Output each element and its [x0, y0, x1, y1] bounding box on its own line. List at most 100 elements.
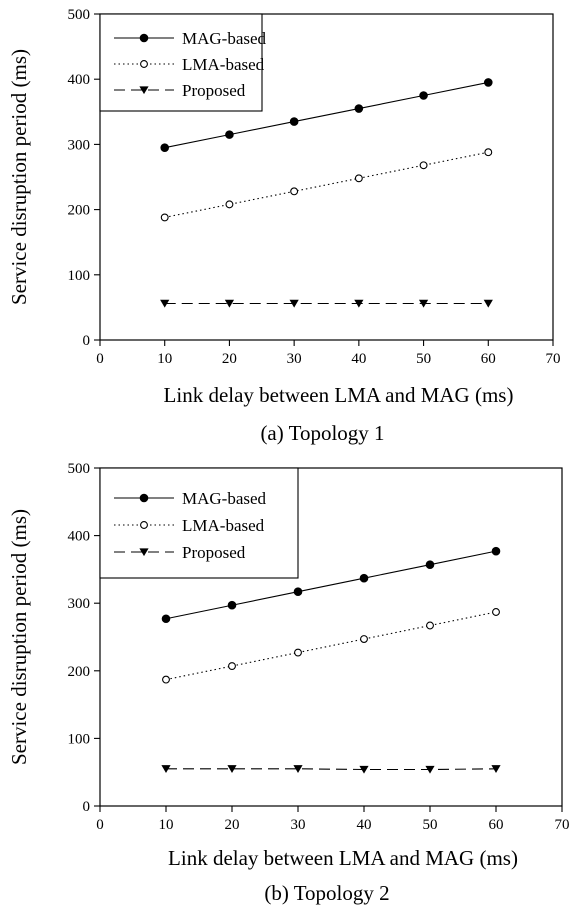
- x-tick-label: 20: [222, 351, 237, 367]
- series-lma-based: [162, 608, 500, 684]
- x-tick-label: 30: [287, 351, 302, 367]
- chart-panel-topology-2: 0 100 200 300 400 500 0 10 20 30 40 50 60 70 Link dela…: [0, 454, 571, 908]
- x-tick-label: 70: [546, 351, 561, 367]
- data-point: [160, 299, 170, 308]
- data-point: [426, 621, 434, 630]
- legend-swatch-marker: [139, 86, 149, 95]
- x-axis-title: Link delay between LMA and MAG (ms): [168, 846, 518, 870]
- data-point: [354, 174, 363, 183]
- data-point: [491, 765, 501, 773]
- x-tick-label: 60: [481, 351, 496, 367]
- series-line: [166, 768, 497, 771]
- y-tick-label: 200: [68, 203, 91, 219]
- data-point: [289, 117, 299, 126]
- figure-caption: (a) Topology 1: [260, 421, 384, 445]
- legend-label: Proposed: [182, 81, 246, 100]
- series-proposed: [161, 765, 501, 774]
- x-tick-label: 10: [157, 351, 172, 367]
- series-mag-based: [160, 78, 493, 152]
- series-proposed: [160, 299, 493, 308]
- legend-swatch-marker: [139, 493, 149, 503]
- data-point: [484, 148, 493, 157]
- data-point: [161, 765, 171, 773]
- data-point: [225, 200, 234, 209]
- data-point: [294, 648, 302, 657]
- legend-label: MAG-based: [182, 29, 267, 48]
- legend-label: MAG-based: [182, 489, 267, 508]
- series-mag-based: [161, 546, 501, 624]
- plot-area-frame: [99, 467, 563, 807]
- data-point: [224, 299, 235, 308]
- figure-caption: (b) Topology 2: [264, 881, 389, 905]
- data-point: [354, 104, 364, 113]
- data-point: [162, 675, 170, 684]
- data-point: [492, 608, 500, 616]
- data-point: [227, 600, 237, 610]
- x-tick-label: 0: [96, 351, 104, 367]
- y-tick-label: 500: [68, 7, 91, 23]
- data-point: [483, 78, 493, 87]
- legend-swatch-marker: [139, 33, 149, 43]
- line-chart-topology-2: 0 100 200 300 400 500 0 10 20 30 40 50 60 70 Link dela…: [7, 461, 570, 905]
- y-tick-label: 300: [68, 137, 91, 153]
- series-line: [165, 611, 497, 681]
- data-point: [290, 187, 299, 196]
- legend: MAG-based LMA-based Proposed: [99, 467, 299, 579]
- y-tick-label: 300: [68, 596, 91, 612]
- data-point: [419, 91, 428, 100]
- data-point: [483, 299, 493, 308]
- x-tick-label: 40: [357, 817, 372, 833]
- y-tick-label: 400: [68, 72, 91, 88]
- x-tick-label: 0: [96, 817, 104, 833]
- y-tick-label: 100: [68, 731, 91, 747]
- data-point: [225, 130, 234, 139]
- line-chart-topology-1: 0 100 200 300 400 500 0 10 20 30 40 50 60 70 Link dela…: [7, 7, 561, 445]
- data-point: [425, 765, 435, 774]
- y-axis-title: Service disruption period (ms): [7, 49, 31, 305]
- x-tick-label: 10: [159, 817, 174, 833]
- y-tick-label: 500: [68, 461, 91, 477]
- data-point: [359, 573, 369, 583]
- x-tick-label: 50: [416, 351, 431, 367]
- x-tick-label: 40: [351, 351, 366, 367]
- y-tick-label: 0: [83, 333, 91, 349]
- data-point: [160, 213, 169, 222]
- y-tick-label: 200: [68, 664, 91, 680]
- data-point: [160, 143, 170, 152]
- x-tick-label: 60: [489, 817, 504, 833]
- plot-area-frame: [99, 13, 554, 341]
- legend-box: [99, 467, 299, 579]
- data-point: [360, 635, 368, 643]
- data-point: [354, 299, 364, 308]
- data-point: [161, 614, 171, 624]
- data-point: [359, 765, 369, 774]
- y-tick-label: 400: [68, 529, 91, 545]
- legend-swatch-marker: [140, 521, 148, 529]
- legend: MAG-based LMA-based Proposed: [99, 13, 267, 112]
- data-point: [227, 765, 237, 773]
- series-line: [164, 151, 489, 218]
- legend-swatch-marker: [140, 60, 148, 68]
- data-point: [293, 587, 303, 597]
- y-axis-title: Service disruption period (ms): [7, 509, 31, 765]
- legend-swatch-marker: [139, 548, 149, 557]
- legend-label: LMA-based: [182, 516, 265, 535]
- x-tick-label: 70: [555, 817, 570, 833]
- legend-label: Proposed: [182, 543, 246, 562]
- data-point: [419, 161, 428, 170]
- y-tick-label: 100: [68, 268, 91, 284]
- x-tick-label: 30: [291, 817, 306, 833]
- series-line: [165, 550, 497, 620]
- series-line: [164, 81, 489, 149]
- x-axis-title: Link delay between LMA and MAG (ms): [164, 383, 514, 407]
- data-point: [228, 662, 236, 671]
- legend-box: [99, 13, 263, 112]
- data-point: [418, 299, 429, 308]
- legend-label: LMA-based: [182, 55, 265, 74]
- data-point: [289, 299, 299, 308]
- x-tick-label: 20: [225, 817, 240, 833]
- y-tick-label: 0: [83, 799, 91, 815]
- data-point: [425, 560, 435, 569]
- x-tick-label: 50: [423, 817, 438, 833]
- series-lma-based: [160, 148, 493, 222]
